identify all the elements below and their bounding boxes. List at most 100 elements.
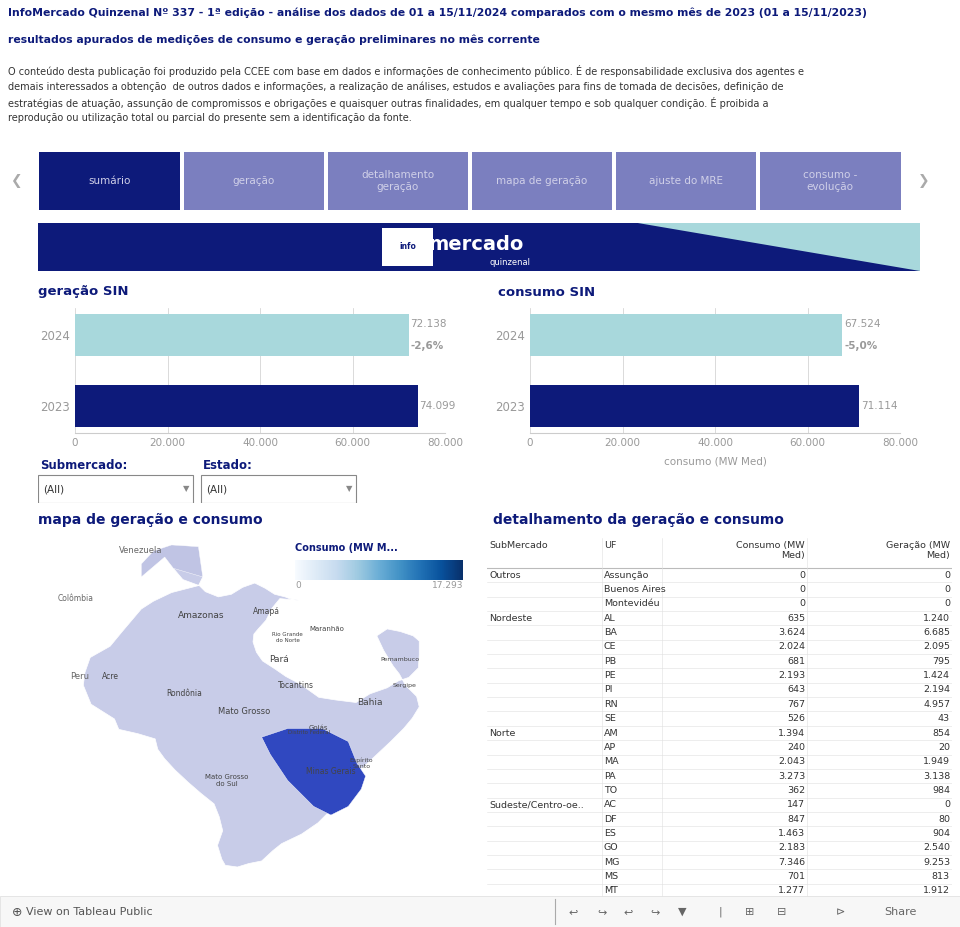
FancyBboxPatch shape <box>183 152 324 210</box>
Text: info: info <box>399 242 416 250</box>
Text: ↩: ↩ <box>568 907 578 917</box>
Text: Rondônia: Rondônia <box>166 690 202 698</box>
Text: SubMercado: SubMercado <box>489 541 547 550</box>
Bar <box>530 385 859 427</box>
Text: View on Tableau Public: View on Tableau Public <box>26 907 153 917</box>
Text: GO: GO <box>604 844 618 852</box>
FancyBboxPatch shape <box>201 475 356 503</box>
Text: geração: geração <box>232 176 275 186</box>
Polygon shape <box>262 729 366 815</box>
Text: Consumo (MW M...: Consumo (MW M... <box>295 543 397 553</box>
Text: Consumo (MW
Med): Consumo (MW Med) <box>736 541 805 561</box>
Bar <box>75 385 418 427</box>
Text: TO: TO <box>604 786 617 794</box>
Text: InfoMercado Quinzenal Nº 337 - 1ª edição - análise dos dados de 01 a 15/11/2024 : InfoMercado Quinzenal Nº 337 - 1ª edição… <box>8 8 867 19</box>
Text: AM: AM <box>604 729 618 738</box>
Text: AP: AP <box>604 743 616 752</box>
Text: MA: MA <box>604 757 618 767</box>
Text: -2,6%: -2,6% <box>411 340 444 350</box>
Text: Montevidéu: Montevidéu <box>604 600 660 608</box>
Text: 72.138: 72.138 <box>411 319 447 329</box>
Text: Pernambuco: Pernambuco <box>380 656 420 662</box>
Text: 3.624: 3.624 <box>778 629 805 637</box>
Text: ES: ES <box>604 829 616 838</box>
Text: Tocantins: Tocantins <box>278 680 314 690</box>
Text: 0: 0 <box>799 585 805 594</box>
Text: 681: 681 <box>787 656 805 666</box>
Text: Estado:: Estado: <box>203 459 252 472</box>
Text: quinzenal: quinzenal <box>490 258 531 267</box>
Text: SE: SE <box>604 714 616 723</box>
X-axis label: consumo (MW Med): consumo (MW Med) <box>663 456 766 466</box>
Text: Venezuela: Venezuela <box>119 547 162 555</box>
Text: Acre: Acre <box>102 672 119 681</box>
Text: 0: 0 <box>799 571 805 579</box>
Text: 795: 795 <box>932 656 950 666</box>
Text: 74.099: 74.099 <box>420 401 456 411</box>
Text: O conteúdo desta publicação foi produzido pela CCEE com base em dados e informaç: O conteúdo desta publicação foi produzid… <box>8 65 804 122</box>
Text: mapa de geração e consumo: mapa de geração e consumo <box>38 513 263 527</box>
Text: 240: 240 <box>787 743 805 752</box>
Text: 984: 984 <box>932 786 950 794</box>
Text: 2.193: 2.193 <box>778 671 805 680</box>
Text: AC: AC <box>604 800 617 809</box>
Text: Nordeste: Nordeste <box>489 614 532 623</box>
Text: 71.114: 71.114 <box>861 401 898 411</box>
Text: 1.240: 1.240 <box>923 614 950 623</box>
Text: 3.138: 3.138 <box>923 771 950 781</box>
Text: ❮: ❮ <box>10 174 22 188</box>
Text: 7.346: 7.346 <box>778 857 805 867</box>
FancyBboxPatch shape <box>327 152 468 210</box>
Text: mapa de geração: mapa de geração <box>496 176 588 186</box>
Text: RN: RN <box>604 700 617 709</box>
FancyBboxPatch shape <box>39 152 180 210</box>
Text: 67.524: 67.524 <box>844 319 880 329</box>
Text: 147: 147 <box>787 800 805 809</box>
Text: 6.685: 6.685 <box>923 629 950 637</box>
Text: 2.095: 2.095 <box>923 642 950 652</box>
Text: DF: DF <box>604 815 616 823</box>
Text: 2.043: 2.043 <box>778 757 805 767</box>
Text: 904: 904 <box>932 829 950 838</box>
Text: PB: PB <box>604 656 616 666</box>
Text: Sergipe: Sergipe <box>393 682 417 688</box>
Text: 701: 701 <box>787 872 805 881</box>
FancyBboxPatch shape <box>760 152 900 210</box>
Text: PI: PI <box>604 685 612 694</box>
Text: 1.912: 1.912 <box>923 886 950 895</box>
Text: Colômbia: Colômbia <box>58 594 93 603</box>
Text: Espírito
Santo: Espírito Santo <box>349 757 373 768</box>
Text: ⊟: ⊟ <box>778 907 786 917</box>
Text: 9.253: 9.253 <box>923 857 950 867</box>
Text: ⊕: ⊕ <box>12 906 22 919</box>
Text: Geração (MW
Med): Geração (MW Med) <box>886 541 950 561</box>
Text: 2.194: 2.194 <box>923 685 950 694</box>
Text: 635: 635 <box>787 614 805 623</box>
Text: 2.540: 2.540 <box>923 844 950 852</box>
Text: ⊞: ⊞ <box>745 907 755 917</box>
Text: 2.183: 2.183 <box>778 844 805 852</box>
Polygon shape <box>637 223 920 271</box>
Bar <box>530 313 842 356</box>
Text: MG: MG <box>604 857 619 867</box>
Text: 1.277: 1.277 <box>778 886 805 895</box>
Text: -5,0%: -5,0% <box>844 340 877 350</box>
Text: ↪: ↪ <box>650 907 660 917</box>
Text: 17.293: 17.293 <box>431 581 463 590</box>
Text: 0: 0 <box>944 600 950 608</box>
Text: (All): (All) <box>206 484 228 494</box>
Text: 526: 526 <box>787 714 805 723</box>
Text: Amapá: Amapá <box>252 607 279 616</box>
Text: Mato Grosso
do Sul: Mato Grosso do Sul <box>205 774 249 787</box>
Text: consumo SIN: consumo SIN <box>498 286 595 298</box>
Text: BA: BA <box>604 629 617 637</box>
Text: PA: PA <box>604 771 615 781</box>
Text: Share: Share <box>884 907 916 917</box>
Text: 0: 0 <box>944 571 950 579</box>
Text: Maranhão: Maranhão <box>309 626 344 632</box>
Text: Assunção: Assunção <box>604 571 649 579</box>
Text: 3.273: 3.273 <box>778 771 805 781</box>
Text: 1.949: 1.949 <box>923 757 950 767</box>
Text: Norte: Norte <box>489 729 516 738</box>
Text: sumário: sumário <box>88 176 131 186</box>
